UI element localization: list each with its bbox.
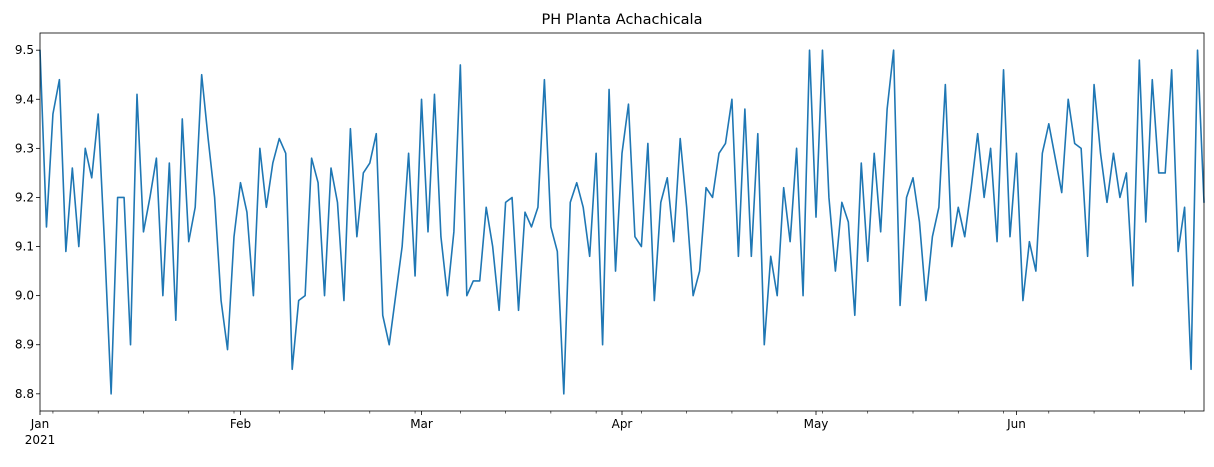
y-tick-label: 9.5 (15, 43, 34, 57)
x-tick-label: Jan (30, 417, 50, 431)
series-line (39, 49, 1205, 395)
y-tick-label: 9.0 (15, 289, 34, 303)
y-tick-label: 8.8 (15, 387, 34, 401)
y-tick-label: 9.3 (15, 141, 34, 155)
y-tick-label: 8.9 (15, 338, 34, 352)
x-tick-year-label: 2021 (25, 433, 56, 447)
x-tick-label: Feb (230, 417, 251, 431)
y-tick-label: 9.2 (15, 190, 34, 204)
plot-frame (39, 32, 1205, 412)
x-tick-label: Mar (410, 417, 433, 431)
chart-title: PH Planta Achachicala (542, 12, 703, 28)
y-tick-label: 9.1 (15, 240, 34, 254)
x-tick-label: May (804, 417, 829, 431)
y-axis: 8.8 8.9 9.0 9.1 9.2 9.3 9.4 9.5 (15, 43, 40, 401)
x-axis: Jan Feb Mar Apr May Jun 2021 (25, 411, 1185, 447)
y-tick-label: 9.4 (15, 92, 34, 106)
x-tick-label: Apr (612, 417, 633, 431)
plot-area (39, 49, 1205, 395)
x-tick-label: Jun (1006, 417, 1026, 431)
